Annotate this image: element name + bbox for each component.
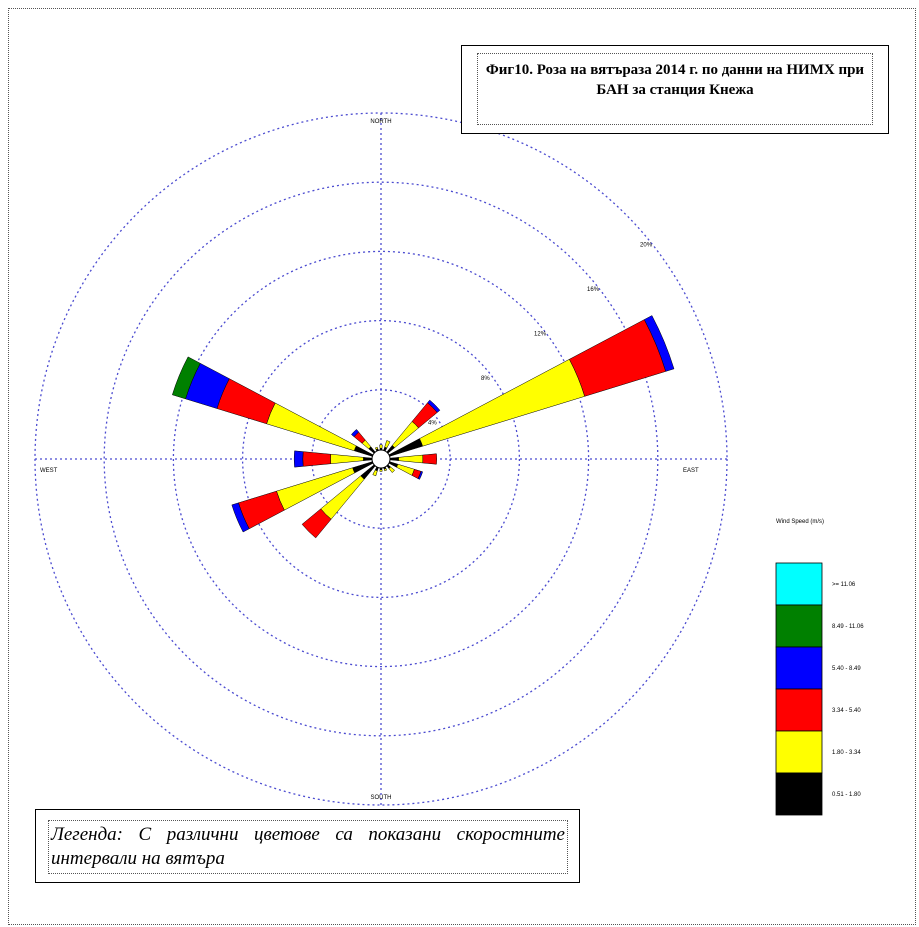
legend-note-box: Легенда: С различни цветове са показани … — [35, 809, 580, 883]
legend-label-3: 5.40 - 8.49 — [832, 666, 861, 672]
ring-label-4%: 4% — [428, 421, 437, 427]
direction-label-west: WEST — [40, 468, 58, 474]
legend-label-2: 3.34 - 5.40 — [832, 708, 861, 714]
petal-w-bin-3 — [293, 450, 304, 468]
petal-e-bin-2 — [422, 453, 437, 465]
petal-nw-bin-3 — [351, 429, 360, 438]
petal-sw-bin-2 — [301, 508, 332, 539]
petal-nnw-bin-1 — [374, 446, 379, 450]
petal-wnw-bin-4 — [172, 356, 201, 400]
title-box: Фиг10. Роза на вятъраза 2014 г. по данни… — [461, 45, 889, 134]
petal-e-bin-1 — [398, 454, 424, 464]
ring-label-16%: 16% — [587, 287, 600, 293]
ring-label-20%: 20% — [640, 243, 653, 249]
legend-swatch-3 — [775, 646, 823, 690]
legend-note-text: Легенда: С различни цветове са показани … — [48, 820, 568, 874]
legend-swatch-4 — [775, 604, 823, 648]
chart-title: Фиг10. Роза на вятъраза 2014 г. по данни… — [477, 53, 873, 125]
legend-swatch-1 — [775, 730, 823, 774]
petal-e-bin-0 — [389, 457, 399, 461]
petal-ene-bin-3 — [643, 315, 675, 372]
petal-ene-bin-1 — [419, 358, 586, 447]
ring-label-8%: 8% — [481, 376, 490, 382]
petal-wnw-bin-1 — [266, 402, 357, 452]
petal-nne-bin-1 — [384, 440, 391, 449]
legend-swatch-2 — [775, 688, 823, 732]
petal-w-bin-2 — [302, 451, 331, 467]
petal-sse-bin-1 — [383, 468, 388, 472]
petal-w-bin-1 — [330, 453, 364, 465]
direction-label-east: EAST — [683, 468, 699, 474]
direction-label-south: SOUTH — [371, 795, 392, 801]
legend-label-0: 0.51 - 1.80 — [832, 792, 861, 798]
petal-ne-bin-3 — [427, 399, 441, 413]
legend-label-5: >= 11.06 — [832, 582, 856, 588]
petals-layer — [172, 315, 675, 539]
legend-swatch-0 — [775, 772, 823, 816]
ring-12% — [172, 250, 590, 668]
petal-w-bin-0 — [363, 457, 373, 461]
petal-s-bin-1 — [379, 469, 383, 472]
legend-label-1: 1.80 - 3.34 — [832, 750, 861, 756]
ring-8% — [241, 319, 521, 599]
speed-legend: >= 11.06 8.49 - 11.06 5.40 - 8.49 3.34 - 5.… — [775, 562, 864, 816]
petal-se-bin-1 — [388, 466, 395, 473]
center-calm-circle — [371, 449, 391, 469]
petal-ese-bin-1 — [396, 463, 415, 476]
figure-frame — [8, 8, 916, 925]
petal-ese-bin-3 — [417, 470, 423, 480]
ring-labels-layer: 4% 8% 12% 16% 20% — [428, 243, 653, 427]
legend-label-4: 8.49 - 11.06 — [832, 624, 864, 630]
ring-label-12%: 12% — [534, 332, 547, 338]
ring-16% — [103, 181, 659, 737]
petal-n-bin-1 — [379, 444, 383, 449]
direction-label-north: NORTH — [370, 119, 391, 125]
legend-swatch-5 — [775, 562, 823, 606]
petal-ssw-bin-1 — [372, 469, 378, 477]
legend-title: Wind Speed (m/s) — [776, 519, 824, 525]
petal-wsw-bin-3 — [231, 502, 250, 533]
